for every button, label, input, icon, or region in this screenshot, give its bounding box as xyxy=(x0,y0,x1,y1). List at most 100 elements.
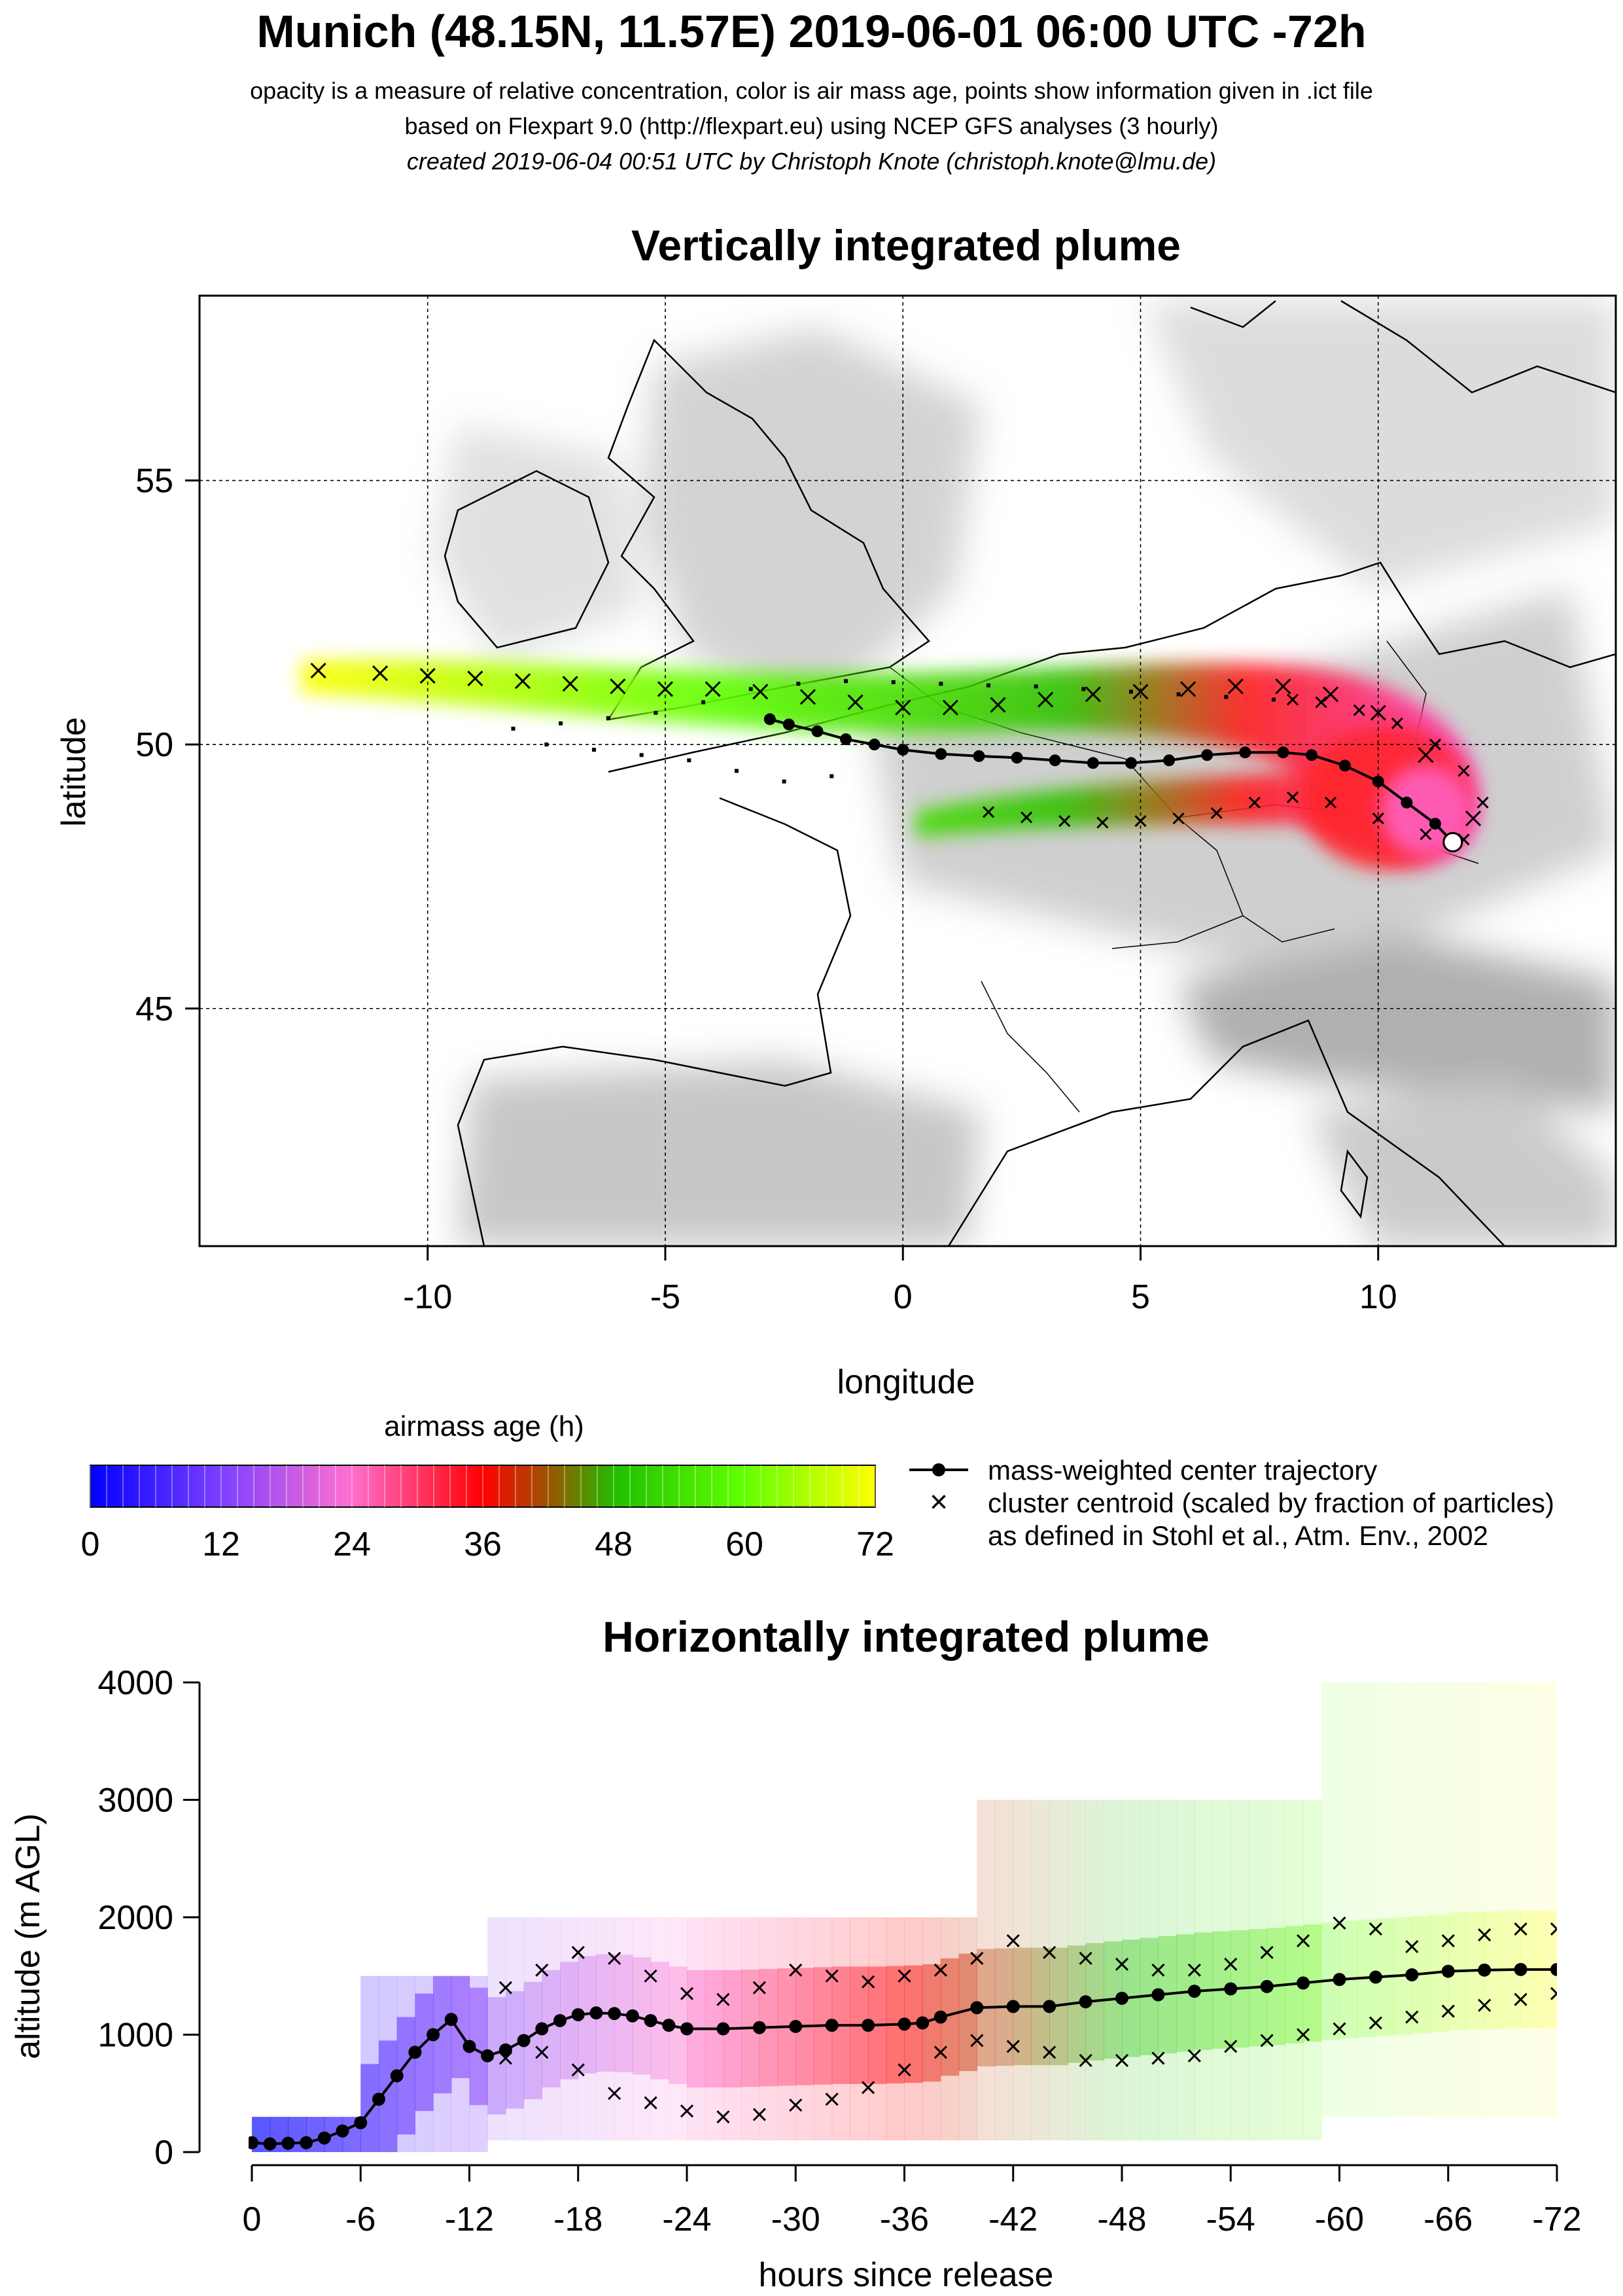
timeseries-center-trajectory-point xyxy=(716,2022,730,2036)
map-cluster-point xyxy=(606,716,610,720)
timeseries-center-trajectory-point xyxy=(789,2019,803,2033)
map-cluster-point xyxy=(654,710,658,715)
timeseries-block xyxy=(1194,1800,1213,2141)
map-cluster-point xyxy=(1224,695,1229,699)
map-title: Vertically integrated plume xyxy=(631,221,1181,270)
timeseries-cluster-centroid xyxy=(970,1951,984,1965)
timeseries-cluster-centroid xyxy=(1333,2022,1346,2036)
timeseries-block xyxy=(632,1917,652,2141)
timeseries-cluster-centroid xyxy=(1441,1934,1455,1947)
timeseries-block xyxy=(1321,1682,1340,2117)
coastlines xyxy=(444,300,1616,1246)
timeseries-center-trajectory-point xyxy=(462,2040,476,2053)
map-center-trajectory-point xyxy=(811,725,824,737)
map-cluster-point xyxy=(511,726,515,731)
timeseries-cluster-centroid xyxy=(1043,2045,1056,2059)
timeseries-block xyxy=(1049,1800,1068,2141)
timeseries-cluster-centroid xyxy=(898,2063,911,2077)
timeseries-block xyxy=(1140,1800,1159,2141)
map-cluster-point xyxy=(734,769,739,773)
timeseries-center-trajectory-point xyxy=(644,2013,657,2027)
map-cluster-point xyxy=(782,779,786,784)
timeseries-concentration-blocks xyxy=(252,1682,1557,2152)
figure-subtitle-model: based on Flexpart 9.0 (http://flexpart.e… xyxy=(404,113,1219,139)
timeseries-cluster-centroid xyxy=(752,2108,766,2121)
map-cluster-centroid xyxy=(467,670,483,687)
map-center-trajectory-point xyxy=(1125,757,1137,769)
timeseries-center-trajectory-point xyxy=(249,2136,258,2149)
map-gridlines xyxy=(200,296,1616,1246)
figure-title: Munich (48.15N, 11.57E) 2019-06-01 06:00… xyxy=(256,6,1367,57)
timeseries-block xyxy=(1303,1800,1322,2141)
timeseries-center-trajectory-point xyxy=(1115,1991,1128,2005)
map-cluster-centroid xyxy=(1038,691,1054,708)
map-x-axis-label: longitude xyxy=(837,1363,975,1401)
map-cluster-centroid xyxy=(1210,807,1223,820)
map-frame xyxy=(198,294,1617,1247)
map-x-tick-label: -10 xyxy=(403,1278,452,1316)
colorbar-title: airmass age (h) xyxy=(384,1410,584,1442)
timeseries-cluster-centroid xyxy=(608,2087,621,2100)
timeseries-center-trajectory-point xyxy=(1514,1962,1527,1976)
timeseries-center-trajectory-point xyxy=(408,2045,422,2059)
map-x-tick-label: 10 xyxy=(1359,1278,1397,1316)
timeseries-x-tick-label: -36 xyxy=(880,2200,929,2238)
timeseries-cluster-centroid xyxy=(716,2110,730,2124)
map-cluster-centroid xyxy=(657,681,674,697)
timeseries-block xyxy=(1176,1800,1195,2141)
timeseries-cluster-centroid xyxy=(1441,2004,1455,2018)
map-center-trajectory-point xyxy=(973,750,985,762)
map-cluster-centroid xyxy=(895,699,911,716)
timeseries-center-trajectory-point xyxy=(481,2049,495,2062)
legend-item-center-trajectory: mass-weighted center trajectory xyxy=(988,1455,1377,1486)
timeseries-block xyxy=(1266,1800,1285,2141)
timeseries-cluster-centroid xyxy=(644,1969,657,1983)
map-cluster-centroid xyxy=(610,678,626,695)
timeseries-center-trajectory-point xyxy=(498,2043,512,2057)
timeseries-title: Horizontally integrated plume xyxy=(602,1612,1210,1661)
map-cluster-centroid xyxy=(1286,693,1299,706)
map-cluster-point xyxy=(559,721,563,725)
timeseries-center-trajectory-point xyxy=(1297,1976,1310,1990)
timeseries-x-tick-label: -6 xyxy=(345,2200,375,2238)
map-cluster-centroid xyxy=(799,689,816,705)
timeseries-center-trajectory-point xyxy=(1478,1963,1492,1977)
map-center-trajectory-point xyxy=(1429,818,1441,830)
map-cluster-centroid xyxy=(1353,704,1365,716)
timeseries-cluster-centroid xyxy=(1514,1992,1527,2006)
timeseries-y-tick-label: 2000 xyxy=(97,1899,173,1937)
colorbar-tick-label: 12 xyxy=(202,1525,240,1563)
map-cluster-point xyxy=(939,682,943,686)
timeseries-cluster-centroid xyxy=(644,2096,657,2110)
map-center-trajectory-point xyxy=(1338,759,1351,772)
map-center-trajectory-point xyxy=(897,744,909,756)
map-cluster-centroids xyxy=(310,663,1489,846)
timeseries-cluster-centroid xyxy=(1297,1934,1310,1947)
timeseries-center-trajectory-point xyxy=(300,2136,313,2149)
timeseries-cluster-centroid xyxy=(1478,1928,1492,1941)
timeseries-cluster-centroid xyxy=(898,1969,911,1983)
timeseries-cluster-centroid xyxy=(1115,1957,1129,1971)
timeseries-block xyxy=(505,1917,525,2141)
map-cluster-centroid xyxy=(1315,696,1327,708)
timeseries-center-trajectory-point xyxy=(354,2116,368,2130)
timeseries-block xyxy=(1430,1682,1449,2117)
timeseries-cluster-centroid xyxy=(1187,1963,1201,1977)
timeseries-block xyxy=(995,1800,1014,2141)
timeseries-cluster-centroid xyxy=(862,2081,875,2095)
timeseries-core-block xyxy=(360,2064,379,2152)
timeseries-cluster-centroid xyxy=(680,1987,694,2000)
map-cluster-centroid xyxy=(1021,811,1033,824)
colorbar-tick-label: 48 xyxy=(595,1525,633,1563)
timeseries-center-trajectory-point xyxy=(427,2028,440,2042)
timeseries-block xyxy=(1502,1682,1522,2117)
map-cluster-centroid xyxy=(1391,717,1403,729)
timeseries-center-trajectory-point xyxy=(444,2013,458,2026)
map-x-tick-label: -5 xyxy=(650,1278,680,1316)
timeseries-block xyxy=(1448,1682,1467,2117)
timeseries-cluster-centroid xyxy=(789,2098,803,2112)
timeseries-y-tick-label: 1000 xyxy=(97,2017,173,2055)
colorbar xyxy=(90,1465,876,1508)
timeseries-center-trajectory-point xyxy=(934,2010,947,2024)
timeseries-x-axis: 0 -6 -12 -18 -24 -30 -36 -42 -48 -54 -60 -66 -72 xyxy=(243,2164,1582,2238)
